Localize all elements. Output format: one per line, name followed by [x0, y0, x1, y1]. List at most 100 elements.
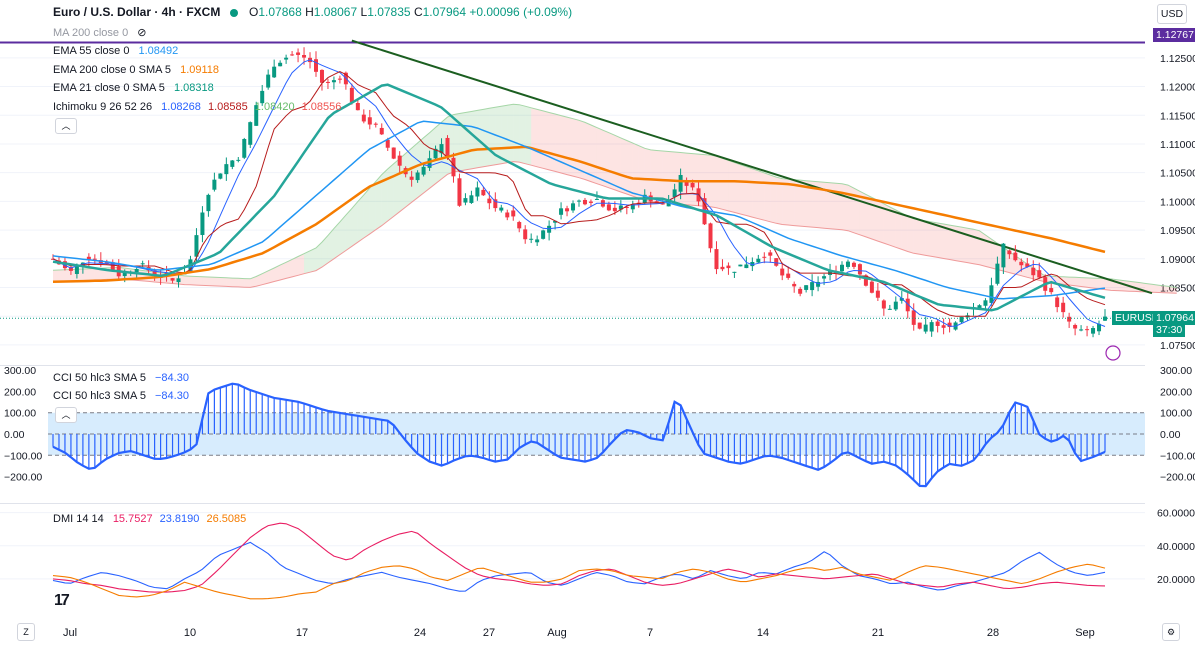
candle-body	[618, 205, 623, 210]
symbol-title[interactable]: Euro / U.S. Dollar · 4h · FXCM	[53, 5, 221, 19]
ichimoku-value-3: 1.08420	[254, 101, 295, 113]
candle-body	[212, 179, 217, 190]
candle-body	[684, 180, 689, 186]
time-axis-label: 14	[757, 627, 769, 639]
ichimoku-cloud-segment	[375, 174, 382, 230]
ichimoku-cloud-segment	[1164, 285, 1171, 293]
legend-ichimoku[interactable]: Ichimoku 9 26 52 26 1.08268 1.08585 1.08…	[53, 100, 347, 114]
pane-separator-2[interactable]	[0, 503, 1145, 504]
high-value: 1.08067	[313, 5, 358, 19]
ichimoku-cloud-segment	[883, 203, 890, 246]
candle-body	[218, 173, 223, 179]
candle-body	[582, 199, 587, 205]
candle-body	[1085, 329, 1090, 331]
legend-dmi[interactable]: DMI 14 14 15.7527 23.8190 26.5085	[53, 512, 252, 526]
dmi-value-3: 26.5085	[206, 513, 247, 525]
ichimoku-value-4: 1.08556	[301, 101, 342, 113]
ichimoku-cloud-segment	[842, 183, 848, 231]
cci2-label: CCI 50 hlc3 SMA 5	[53, 390, 146, 402]
candle-body	[780, 268, 785, 276]
candle-body	[1007, 250, 1012, 255]
ichimoku-cloud-segment	[501, 105, 508, 164]
price-tick-label: 1.10500	[1160, 168, 1195, 180]
ichimoku-cloud-segment	[531, 107, 538, 167]
candle-body	[887, 308, 892, 310]
ichimoku-cloud-segment	[244, 278, 251, 288]
legend-cci-1[interactable]: CCI 50 hlc3 SMA 5 −84.30	[53, 371, 195, 385]
legend-ma200[interactable]: MA 200 close 0 ⊘	[53, 26, 153, 40]
ma200-label: MA 200 close 0	[53, 27, 129, 39]
candle-body	[236, 159, 241, 161]
ichimoku-cloud-segment	[1069, 277, 1076, 286]
ichimoku-cloud-segment	[513, 104, 520, 163]
candle-body	[152, 270, 157, 275]
ichimoku-cloud-segment	[614, 135, 621, 192]
candle-body	[768, 252, 773, 256]
pane-separator-1[interactable]	[0, 365, 1145, 366]
legend-cci-2[interactable]: CCI 50 hlc3 SMA 5 −84.30	[53, 389, 195, 403]
ichimoku-cloud-segment	[728, 160, 735, 213]
candle-body	[325, 81, 330, 83]
ichimoku-cloud-segment	[537, 109, 544, 169]
countdown-tag: 37:30	[1153, 323, 1186, 337]
ichimoku-cloud-segment	[483, 108, 490, 167]
downtrend-line	[351, 39, 1153, 295]
collapse-legend-button[interactable]: ︿	[55, 118, 77, 134]
ichimoku-cloud-segment	[644, 148, 651, 202]
candle-body	[200, 212, 205, 235]
candle-body	[254, 105, 259, 126]
collapse-cci-legend-button[interactable]: ︿	[55, 407, 77, 423]
candle-body	[481, 189, 486, 196]
candle-body	[439, 144, 444, 154]
dmi-tick-label: 40.0000	[1157, 541, 1195, 553]
legend-ema21[interactable]: EMA 21 close 0 SMA 5 1.08318	[53, 81, 220, 95]
currency-button[interactable]: USD	[1157, 4, 1187, 24]
legend-ema200[interactable]: EMA 200 close 0 SMA 5 1.09118	[53, 63, 225, 77]
gear-icon[interactable]: ⚙	[1162, 623, 1180, 641]
candle-body	[672, 189, 677, 197]
candle-body	[475, 187, 480, 197]
ichimoku-cloud-segment	[381, 168, 388, 226]
candle-body	[726, 265, 731, 269]
cci-tick-label: −100.00	[1160, 450, 1195, 462]
ichimoku-cloud-segment	[991, 239, 998, 270]
price-tick-label: 1.09500	[1160, 225, 1195, 237]
ema55-value: 1.08492	[138, 45, 179, 57]
legend-ema55[interactable]: EMA 55 close 0 1.08492	[53, 44, 184, 58]
ichimoku-cloud-segment	[758, 170, 765, 221]
ichimoku-cloud-segment	[638, 145, 645, 201]
candle-body	[899, 298, 904, 301]
candle-body	[230, 160, 235, 167]
candle-body	[272, 66, 277, 78]
candle-body	[851, 262, 856, 267]
ichimoku-cloud-segment	[812, 181, 819, 228]
cci-tick-label: 0.00	[1160, 429, 1181, 441]
candle-body	[206, 194, 211, 212]
candle-body	[630, 204, 635, 210]
hidden-eye-icon[interactable]: ⊘	[137, 27, 147, 39]
ichimoku-cloud-segment	[555, 114, 562, 173]
ichimoku-cloud-segment	[256, 273, 263, 287]
candle-body	[290, 54, 295, 56]
candle-body	[612, 207, 617, 212]
ichimoku-label: Ichimoku 9 26 52 26	[53, 101, 153, 113]
tradingview-logo[interactable]: 17	[54, 592, 70, 609]
timezone-button[interactable]: Z	[17, 623, 35, 641]
candle-body	[331, 80, 336, 83]
ichimoku-cloud-segment	[238, 278, 245, 288]
candle-body	[535, 239, 540, 243]
ichimoku-cloud-segment	[268, 267, 275, 284]
ichimoku-cloud-segment	[907, 216, 914, 254]
candle-body	[571, 203, 576, 211]
ichimoku-cloud-segment	[584, 122, 591, 182]
candle-body	[547, 225, 552, 233]
candle-body	[266, 74, 271, 88]
ichimoku-cloud-segment	[871, 197, 878, 242]
candle-body	[1025, 263, 1030, 267]
candle-body	[319, 69, 324, 83]
candle-body	[373, 123, 378, 125]
ichimoku-cloud-segment	[178, 275, 185, 285]
candle-body	[361, 114, 366, 122]
